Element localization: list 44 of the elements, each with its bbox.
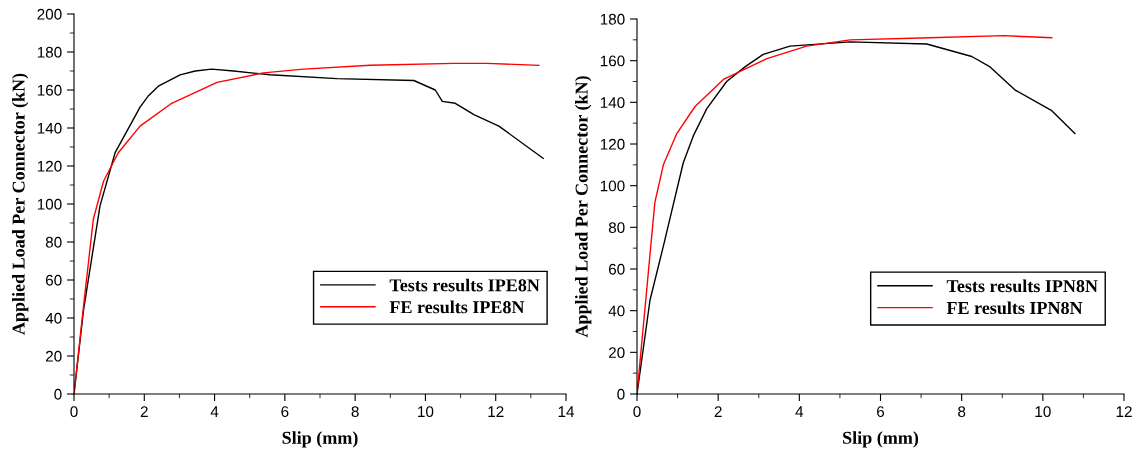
y-tick-label: 120 (37, 160, 62, 172)
y-tick-label: 200 (37, 8, 62, 20)
y-tick-label: 40 (608, 305, 625, 317)
x-tick-label: 6 (281, 406, 289, 418)
x-tick-label: 10 (1035, 406, 1051, 418)
y-tick-label: 80 (608, 222, 625, 234)
y-tick-label: 100 (600, 180, 625, 192)
y-tick-label: 120 (600, 138, 625, 150)
y-tick-label: 20 (45, 350, 62, 362)
y-tick-label: 180 (600, 13, 625, 25)
x-tick-label: 0 (633, 406, 641, 418)
x-axis-title: Slip (mm) (282, 431, 358, 448)
y-tick-label: 180 (37, 46, 62, 58)
x-tick-label: 12 (1116, 406, 1132, 417)
x-axis-title: Slip (mm) (843, 431, 919, 448)
x-tick-label: 4 (795, 406, 804, 417)
x-tick-label: 8 (958, 406, 966, 418)
y-tick-label: 100 (37, 198, 62, 210)
x-tick-label: 6 (877, 406, 885, 418)
y-tick-label: 140 (600, 97, 625, 109)
x-tick-label: 4 (210, 406, 219, 417)
y-tick-label: 20 (608, 347, 625, 359)
legend-label: Tests results IPN8N (946, 279, 1098, 293)
y-tick-label: 80 (45, 236, 62, 248)
y-tick-label: 140 (37, 122, 62, 134)
x-tick-label: 10 (418, 406, 434, 418)
y-axis-title: Applied Load Per Connector (kN) (12, 73, 29, 335)
x-tick-label: 14 (558, 406, 575, 417)
legend-label: FE results IPE8N (389, 300, 525, 314)
y-tick-label: 40 (45, 312, 62, 324)
y-tick-label: 160 (37, 84, 62, 96)
y-tick-label: 60 (608, 263, 625, 275)
y-tick-label: 0 (54, 388, 62, 400)
y-tick-label: 0 (617, 388, 625, 400)
legend-label: Tests results IPE8N (389, 278, 540, 292)
x-tick-label: 2 (140, 406, 148, 417)
x-tick-label: 12 (488, 406, 504, 417)
y-axis-title: Applied Load Per Connector (kN) (575, 76, 592, 338)
y-tick-label: 160 (600, 55, 625, 67)
legend-label: FE results IPN8N (946, 301, 1083, 315)
x-tick-label: 0 (70, 406, 78, 418)
y-tick-label: 60 (45, 274, 62, 286)
x-tick-label: 8 (351, 406, 359, 418)
x-tick-label: 2 (714, 406, 722, 417)
